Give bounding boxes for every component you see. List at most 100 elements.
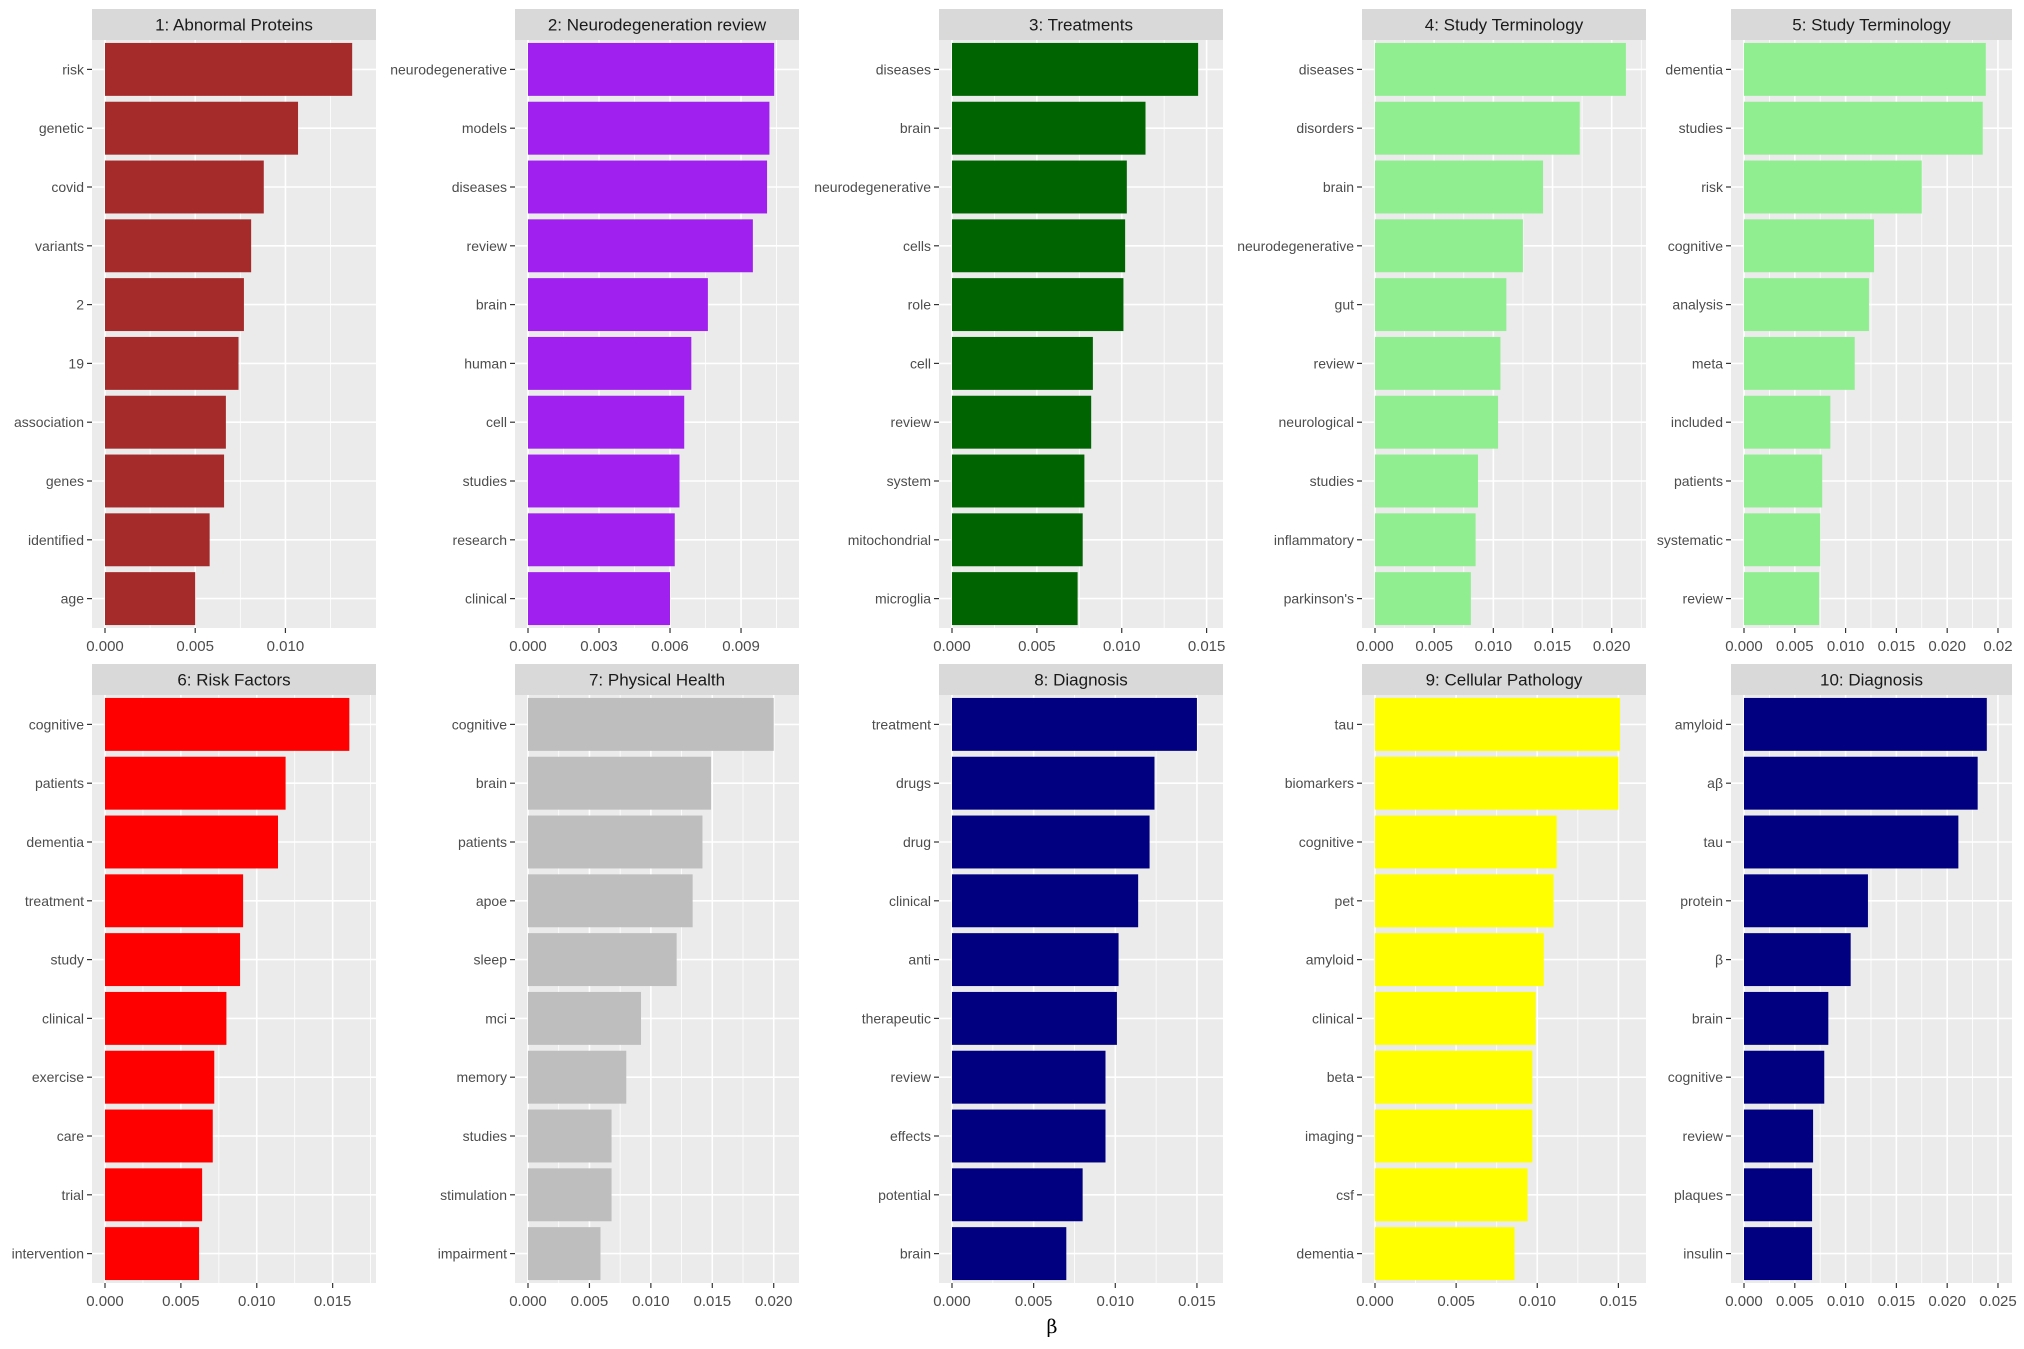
bar xyxy=(1375,513,1476,567)
x-tick-label: 0.006 xyxy=(651,638,689,655)
y-tick-label: risk xyxy=(1701,179,1724,195)
x-tick-label: 0.015 xyxy=(314,1293,352,1310)
y-tick-label: tau xyxy=(1335,716,1354,732)
y-tick-label: genetic xyxy=(39,120,84,136)
bar xyxy=(1375,815,1557,869)
bar xyxy=(1375,874,1554,928)
bar xyxy=(528,101,770,155)
y-tick-label: clinical xyxy=(1312,1010,1354,1026)
y-tick-label: review xyxy=(891,1069,932,1085)
bar xyxy=(105,1050,215,1104)
bar xyxy=(1744,933,1851,987)
x-tick-label: 0.000 xyxy=(1356,1293,1394,1310)
facet-1: 1: Abnormal Proteins risk genetic covid vari… xyxy=(14,9,376,655)
x-tick-label: 0.010 xyxy=(1827,1293,1865,1310)
bar xyxy=(952,336,1093,390)
y-tick-label: covid xyxy=(51,179,84,195)
y-tick-label: microglia xyxy=(875,591,931,607)
y-tick-label: anti xyxy=(908,952,931,968)
y-tick-label: diseases xyxy=(452,179,507,195)
bar xyxy=(1744,42,1986,96)
facet-10: 10: Diagnosis amyloid aβ tau protein β brain co… xyxy=(1668,664,2017,1310)
bar xyxy=(528,991,642,1045)
x-tick-label: 0.000 xyxy=(1725,638,1763,655)
y-tick-label: diseases xyxy=(1299,61,1354,77)
y-tick-label: brain xyxy=(476,775,507,791)
bar xyxy=(528,1168,612,1222)
x-tick-label: 0.010 xyxy=(1475,638,1513,655)
bar xyxy=(952,395,1092,449)
bar xyxy=(528,1227,601,1281)
y-tick-label: neurodegenerative xyxy=(390,61,507,77)
facet-title: 2: Neurodegeneration review xyxy=(548,16,767,35)
bar xyxy=(1744,101,1983,155)
bar xyxy=(952,756,1155,810)
bar xyxy=(1375,991,1536,1045)
y-tick-label: meta xyxy=(1692,355,1723,371)
bar xyxy=(952,1109,1106,1163)
x-tick-label: 0.010 xyxy=(1827,638,1865,655)
facet-strip xyxy=(1731,9,2012,40)
y-tick-label: clinical xyxy=(42,1010,84,1026)
bar xyxy=(528,933,677,987)
y-tick-label: cognitive xyxy=(452,716,507,732)
y-tick-label: dementia xyxy=(26,834,84,850)
y-tick-label: potential xyxy=(878,1187,931,1203)
bar xyxy=(1375,933,1544,987)
y-tick-label: system xyxy=(887,473,931,489)
y-tick-label: brain xyxy=(900,120,931,136)
facet-title: 7: Physical Health xyxy=(589,671,725,690)
bar xyxy=(1744,815,1959,869)
y-tick-label: tau xyxy=(1704,834,1723,850)
bar xyxy=(105,1168,203,1222)
bar xyxy=(1744,1109,1814,1163)
x-tick-label: 0.010 xyxy=(267,638,305,655)
y-tick-label: studies xyxy=(1310,473,1354,489)
x-tick-label: 0.020 xyxy=(755,1293,793,1310)
bar xyxy=(528,572,671,626)
y-tick-label: cognitive xyxy=(1668,1069,1723,1085)
bar xyxy=(528,454,680,508)
bar xyxy=(105,395,226,449)
y-tick-label: analysis xyxy=(1672,297,1723,313)
y-tick-label: mitochondrial xyxy=(848,532,931,548)
y-tick-label: treatment xyxy=(25,893,84,909)
x-tick-label: 0.000 xyxy=(933,638,971,655)
x-tick-label: 0.000 xyxy=(86,638,124,655)
y-tick-label: study xyxy=(51,952,84,968)
y-tick-label: cognitive xyxy=(1668,238,1723,254)
y-tick-label: brain xyxy=(1692,1010,1723,1026)
y-tick-label: β xyxy=(1715,952,1723,968)
x-tick-label: 0.015 xyxy=(1178,1293,1216,1310)
bar xyxy=(528,697,774,751)
y-tick-label: neurological xyxy=(1279,414,1355,430)
y-tick-label: genes xyxy=(46,473,84,489)
bar xyxy=(1744,513,1821,567)
x-tick-label: 0.005 xyxy=(571,1293,609,1310)
bar xyxy=(1375,454,1478,508)
facet-strip xyxy=(1362,664,1646,695)
y-tick-label: cell xyxy=(910,355,931,371)
bar xyxy=(952,101,1146,155)
bar xyxy=(1744,454,1823,508)
bar xyxy=(1744,278,1869,332)
facet-3: 3: Treatments diseases brain neurodegenerat… xyxy=(814,9,1225,655)
bar xyxy=(1375,278,1507,332)
bar xyxy=(1744,219,1875,273)
y-tick-label: cells xyxy=(903,238,931,254)
bar xyxy=(1375,219,1523,273)
x-tick-label: 0.015 xyxy=(1600,1293,1638,1310)
y-tick-label: included xyxy=(1671,414,1723,430)
x-tick-label: 0.005 xyxy=(1415,638,1453,655)
bar xyxy=(952,933,1119,987)
y-tick-label: insulin xyxy=(1683,1246,1723,1262)
x-tick-label: 0.015 xyxy=(694,1293,732,1310)
bar xyxy=(528,815,703,869)
bar xyxy=(528,756,712,810)
y-tick-label: 2 xyxy=(76,297,84,313)
y-tick-label: human xyxy=(464,355,507,371)
bar xyxy=(952,513,1083,567)
bar xyxy=(1744,991,1829,1045)
bar xyxy=(105,160,264,214)
